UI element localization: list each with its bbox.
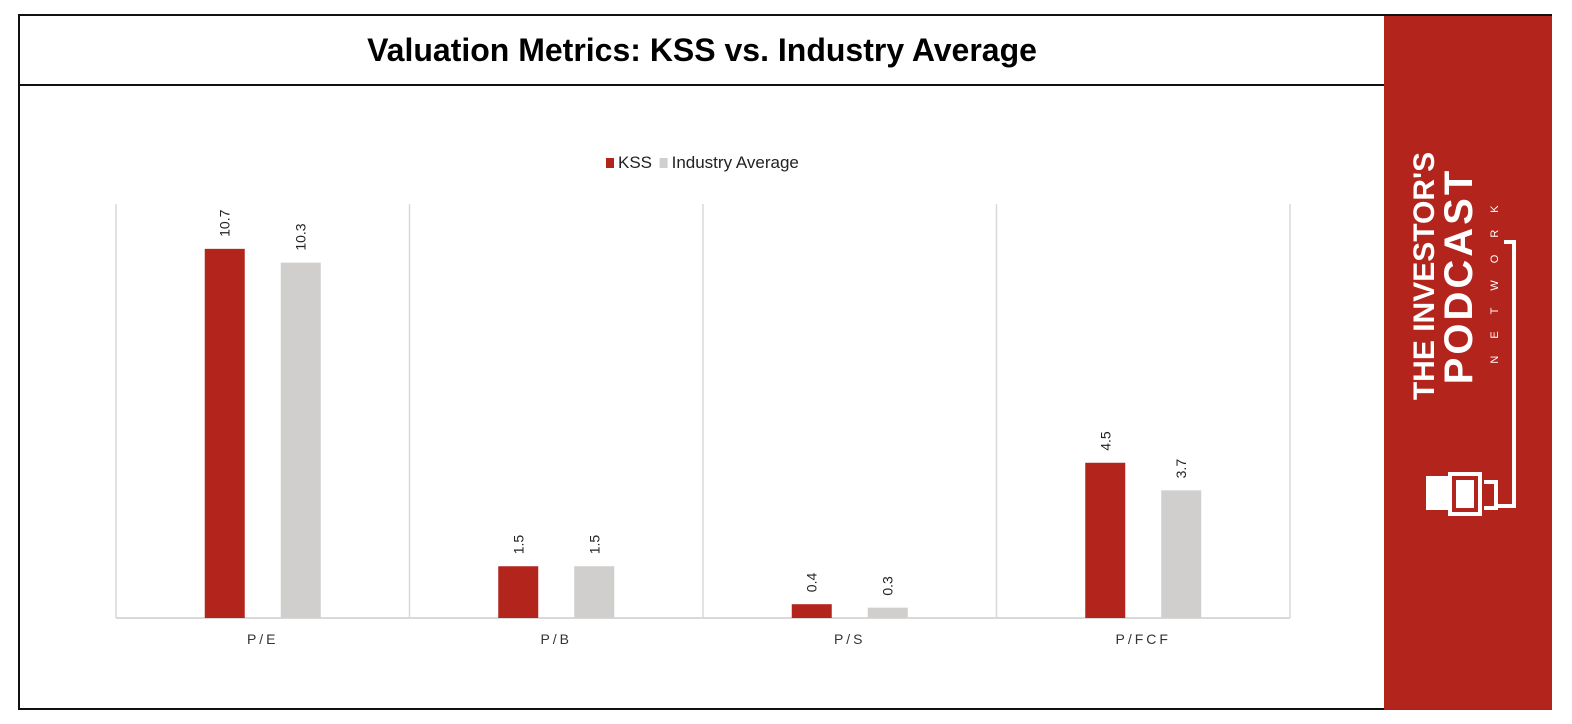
bar-kss-pe [204, 248, 245, 618]
data-label: 10.3 [293, 223, 309, 250]
brand-sidebar: THE INVESTOR'S PODCAST NETWORK [1384, 16, 1552, 710]
legend-label: KSS [618, 153, 652, 172]
logo-line-3: NETWORK [1489, 188, 1501, 363]
title-bar: Valuation Metrics: KSS vs. Industry Aver… [20, 16, 1384, 86]
legend-swatch [606, 158, 614, 168]
legend-label: Industry Average [672, 153, 799, 172]
x-tick-label: P/B [540, 631, 572, 647]
data-label: 1.5 [586, 535, 602, 555]
data-label: 0.4 [804, 573, 820, 593]
bar-industry-average-pb [574, 566, 615, 618]
legend-swatch [659, 158, 668, 168]
data-label: 3.7 [1173, 459, 1189, 479]
x-tick-label: P/FCF [1116, 631, 1171, 647]
logo-mark-icon [1426, 240, 1516, 516]
bar-industry-average-ps [867, 607, 908, 618]
x-tick-label: P/E [247, 631, 279, 647]
data-label: 1.5 [510, 535, 526, 555]
bar-chart: 10.7 10.3 P/E 1.5 1.5 P/B 0.4 0.3 P/S 4.5 3.7 P/FCF… [115, 153, 1291, 647]
chart-frame: Valuation Metrics: KSS vs. Industry Aver… [18, 14, 1552, 710]
bar-industry-average-pe [280, 262, 321, 618]
data-label: 0.3 [880, 576, 896, 596]
investors-podcast-logo: THE INVESTOR'S PODCAST NETWORK [1408, 152, 1516, 516]
logo-line-2: PODCAST [1437, 168, 1481, 385]
bar-kss-pfcf [1085, 462, 1126, 618]
chart-title: Valuation Metrics: KSS vs. Industry Aver… [367, 31, 1037, 68]
bar-industry-average-pfcf [1161, 490, 1202, 618]
x-tick-label: P/S [834, 631, 866, 647]
bar-kss-pb [498, 566, 539, 618]
data-label: 4.5 [1097, 431, 1113, 451]
bar-kss-ps [791, 604, 832, 618]
data-label: 10.7 [217, 209, 233, 236]
logo-line-1: THE INVESTOR'S [1408, 152, 1441, 400]
